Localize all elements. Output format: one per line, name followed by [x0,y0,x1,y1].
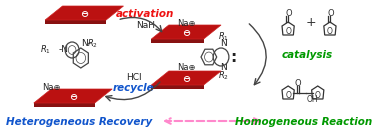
Text: O: O [315,91,321,99]
Text: activation: activation [116,9,175,19]
Text: NaH: NaH [136,21,155,30]
Text: $R_1$: $R_1$ [218,31,229,43]
Text: ⊖: ⊖ [182,28,190,38]
Text: O: O [294,79,301,87]
Text: catalysis: catalysis [282,50,333,60]
Polygon shape [34,103,95,107]
Polygon shape [45,6,124,20]
Text: O: O [327,9,334,18]
Text: Na⊕: Na⊕ [177,18,195,27]
Text: O: O [285,26,291,35]
Polygon shape [45,20,106,24]
Text: Na⊕: Na⊕ [177,63,195,72]
Text: HCl: HCl [126,72,142,82]
Text: O: O [285,91,291,99]
Text: $R_2$: $R_2$ [87,38,98,50]
Text: Na⊕: Na⊕ [42,83,60,92]
Polygon shape [151,39,204,43]
Text: Homogeneous Reaction: Homogeneous Reaction [235,117,372,127]
Polygon shape [151,71,221,85]
Polygon shape [151,25,221,39]
Text: ⊖: ⊖ [80,9,88,19]
Text: $R_1$: $R_1$ [40,44,51,56]
Text: O: O [327,26,333,35]
Polygon shape [34,89,112,103]
Text: OH: OH [307,95,318,103]
Polygon shape [151,85,204,89]
Text: ⊖: ⊖ [69,92,77,102]
Text: -N: -N [58,46,68,54]
Text: N: N [220,63,227,72]
Text: +: + [305,15,316,29]
Text: Heterogeneous Recovery: Heterogeneous Recovery [6,117,152,127]
Text: N-: N- [81,39,91,49]
Text: $R_2$: $R_2$ [218,70,229,82]
Text: recycle: recycle [113,83,155,93]
Text: N: N [220,39,227,49]
Text: O: O [286,9,292,18]
Text: :: : [231,50,237,64]
Text: ⊖: ⊖ [182,74,190,84]
